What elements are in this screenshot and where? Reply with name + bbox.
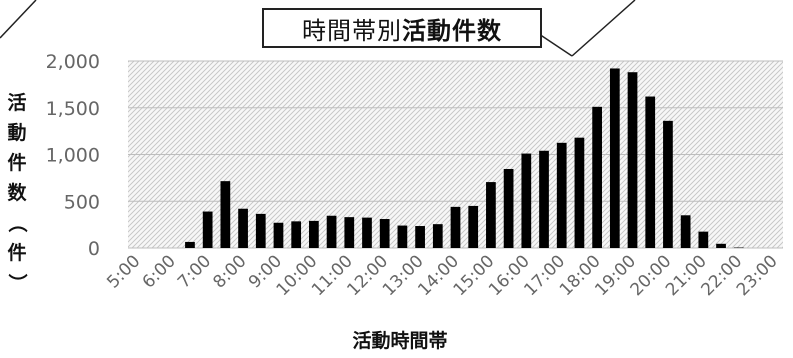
bar <box>556 142 567 248</box>
bar <box>521 153 532 248</box>
x-tick-label: 5:00 <box>103 251 144 292</box>
bars <box>185 68 744 249</box>
chart-title-part1: 時間帯別 <box>302 16 402 45</box>
bar <box>185 241 195 248</box>
y-axis-label-char: （ <box>6 213 28 233</box>
bar <box>539 150 549 248</box>
y-axis-label-char: 件 <box>7 242 27 264</box>
y-tick-label: 1,500 <box>46 98 100 120</box>
y-tick-label: 500 <box>64 191 100 213</box>
bar <box>716 243 726 248</box>
x-tick-label: 6:00 <box>139 251 180 292</box>
bar <box>220 181 231 248</box>
bar <box>397 225 408 248</box>
bar <box>645 96 656 248</box>
bar <box>238 208 248 248</box>
x-tick-label: 23:00 <box>733 251 782 300</box>
bar <box>663 120 673 248</box>
bar <box>326 215 337 248</box>
y-axis-label-char: 数 <box>7 182 27 204</box>
chart-title-part2: 活動件数 <box>402 16 502 45</box>
chart-title: 時間帯別 活動件数 <box>262 8 542 48</box>
bar <box>291 221 302 248</box>
bar <box>273 222 284 248</box>
y-tick-label: 0 <box>88 238 100 260</box>
bar <box>698 231 709 248</box>
bar <box>379 219 390 248</box>
bar <box>503 168 514 248</box>
bar <box>733 247 744 249</box>
bar <box>468 205 479 248</box>
bar <box>574 137 585 248</box>
bar <box>486 182 496 248</box>
bar <box>432 224 443 248</box>
y-axis-label-char: ） <box>6 273 28 293</box>
bar <box>309 220 319 248</box>
y-axis-label: 活 動 件 数 （ 件 ） <box>6 88 28 298</box>
y-tick-label: 2,000 <box>46 51 100 73</box>
x-axis-label: 活動時間帯 <box>352 330 448 352</box>
x-axis-ticks: 5:006:007:008:009:0010:0011:0012:0013:00… <box>103 251 781 300</box>
bar <box>362 217 372 248</box>
bar <box>450 206 461 248</box>
bar <box>592 106 602 248</box>
y-axis-ticks: 0 500 1,000 1,500 2,000 <box>46 51 100 260</box>
x-tick-label: 7:00 <box>174 251 215 292</box>
y-axis-label-char: 動 <box>7 122 27 144</box>
bar <box>680 215 691 248</box>
y-axis-label-char: 活 <box>7 92 27 114</box>
bar <box>255 213 266 248</box>
y-axis-label-char: 件 <box>7 152 27 174</box>
bar <box>344 217 355 248</box>
bar <box>627 72 638 248</box>
bar <box>609 68 620 248</box>
x-tick-label: 8:00 <box>209 251 250 292</box>
bar <box>202 211 213 248</box>
bar <box>415 226 425 248</box>
y-tick-label: 1,000 <box>46 145 100 167</box>
